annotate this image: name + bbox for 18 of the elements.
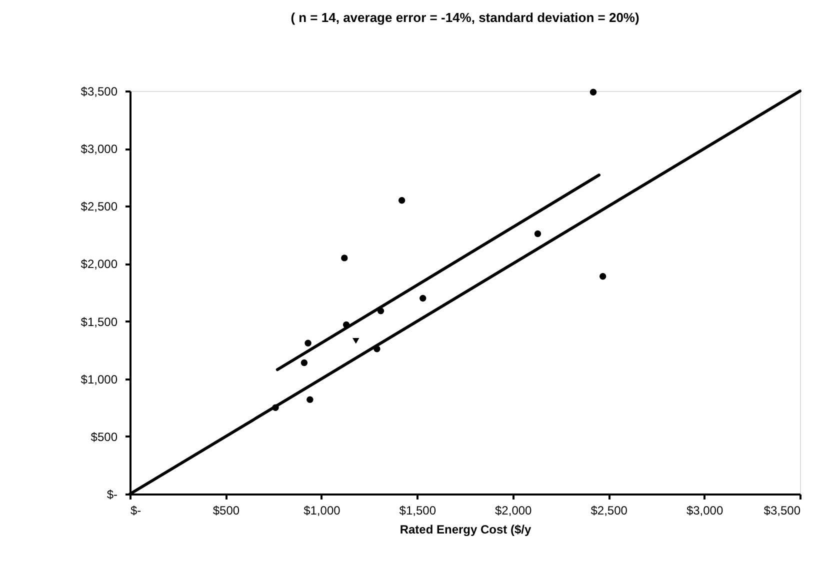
x-tick-label: $1,500 [399, 504, 436, 518]
y-tick-label: $500 [90, 430, 118, 444]
x-tick-label: $3,500 [764, 504, 801, 518]
x-tick-label: $1,000 [304, 504, 341, 518]
y-tick-label: $2,500 [80, 200, 118, 214]
x-tick-label: $3,000 [686, 504, 724, 518]
x-tick-label: $2,500 [590, 504, 628, 518]
x-axis-title: Rated Energy Cost ($/y [400, 522, 532, 536]
y-tick-label: $2,000 [80, 257, 118, 272]
chart-title: ( n = 14, average error = -14%, standard deviation = 20%) [290, 10, 640, 25]
y-tick-label: $3,500 [80, 84, 118, 98]
y-tick-label: $1,000 [80, 372, 118, 386]
x-tick-label: $500 [212, 504, 240, 518]
y-tick-label: $1,500 [80, 314, 118, 329]
y-tick-label: $3,000 [80, 142, 118, 156]
y-tick-label: $- [106, 488, 118, 502]
x-tick-label: $2,000 [495, 504, 532, 518]
x-tick-label: $- [130, 504, 142, 518]
